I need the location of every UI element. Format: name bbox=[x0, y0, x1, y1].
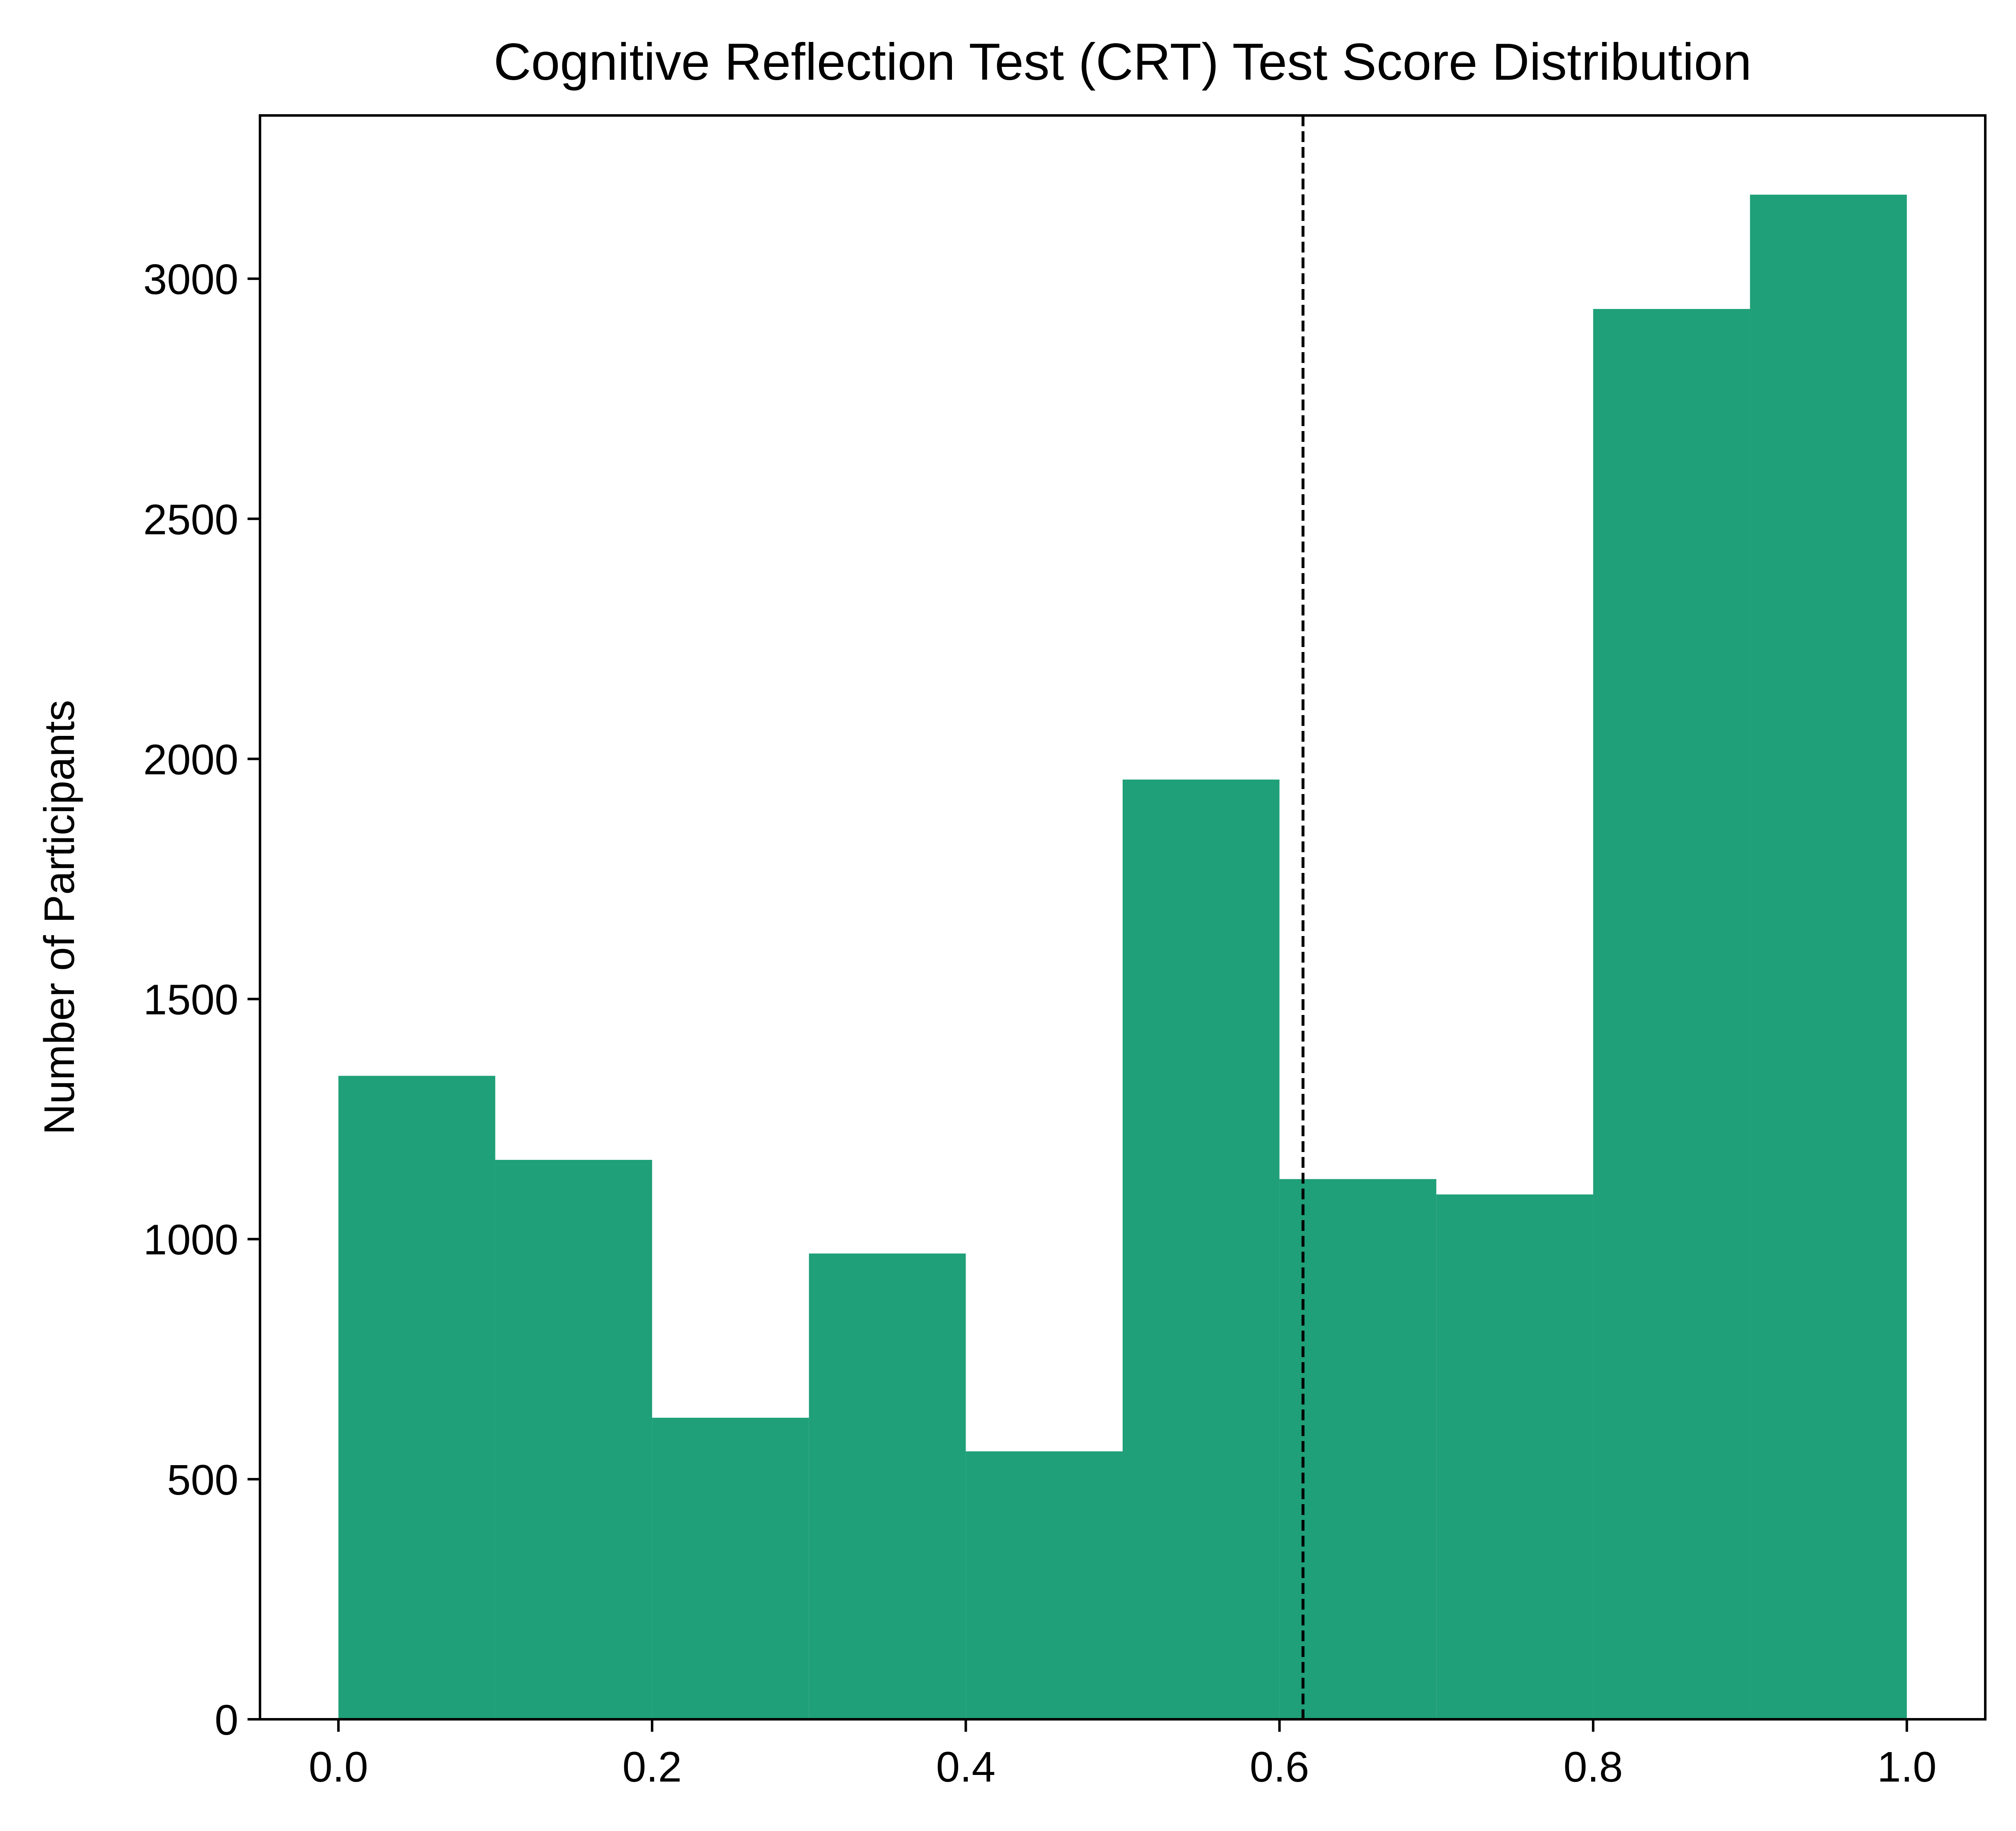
histogram-bar-1 bbox=[495, 1159, 652, 1719]
histogram-bar-5 bbox=[1123, 779, 1280, 1719]
x-tick-label: 0.6 bbox=[1250, 1743, 1309, 1791]
histogram-bar-3 bbox=[809, 1253, 966, 1719]
histogram-bar-4 bbox=[966, 1451, 1123, 1719]
y-axis-label: Number of Participants bbox=[35, 700, 83, 1135]
x-tick-label: 1.0 bbox=[1877, 1743, 1937, 1791]
histogram-bar-2 bbox=[652, 1417, 809, 1719]
y-tick-label: 3000 bbox=[143, 255, 238, 303]
bars-group bbox=[338, 194, 1907, 1720]
chart-title: Cognitive Reflection Test (CRT) Test Sco… bbox=[494, 33, 1752, 91]
histogram-bar-0 bbox=[338, 1076, 495, 1719]
histogram-bar-6 bbox=[1279, 1179, 1437, 1719]
y-tick-label: 1000 bbox=[143, 1216, 238, 1264]
x-tick-label: 0.0 bbox=[309, 1743, 368, 1791]
y-tick-label: 2000 bbox=[143, 735, 238, 783]
y-tick-label: 500 bbox=[167, 1456, 238, 1504]
histogram-bar-9 bbox=[1750, 194, 1907, 1720]
plot-frame bbox=[259, 114, 1987, 1721]
histogram-bar-7 bbox=[1436, 1194, 1593, 1719]
y-tick-label: 0 bbox=[215, 1696, 238, 1744]
histogram-bar-8 bbox=[1593, 309, 1750, 1719]
y-axis-ticks: 0 500 1000 1500 2000 2500 3000 bbox=[143, 255, 260, 1744]
x-tick-label: 0.4 bbox=[936, 1743, 996, 1791]
x-axis-ticks: 0.0 0.2 0.4 0.6 0.8 1.0 bbox=[309, 1719, 1937, 1791]
x-tick-label: 0.2 bbox=[622, 1743, 682, 1791]
y-tick-label: 1500 bbox=[143, 976, 238, 1024]
x-tick-label: 0.8 bbox=[1563, 1743, 1623, 1791]
y-tick-label: 2500 bbox=[143, 495, 238, 543]
